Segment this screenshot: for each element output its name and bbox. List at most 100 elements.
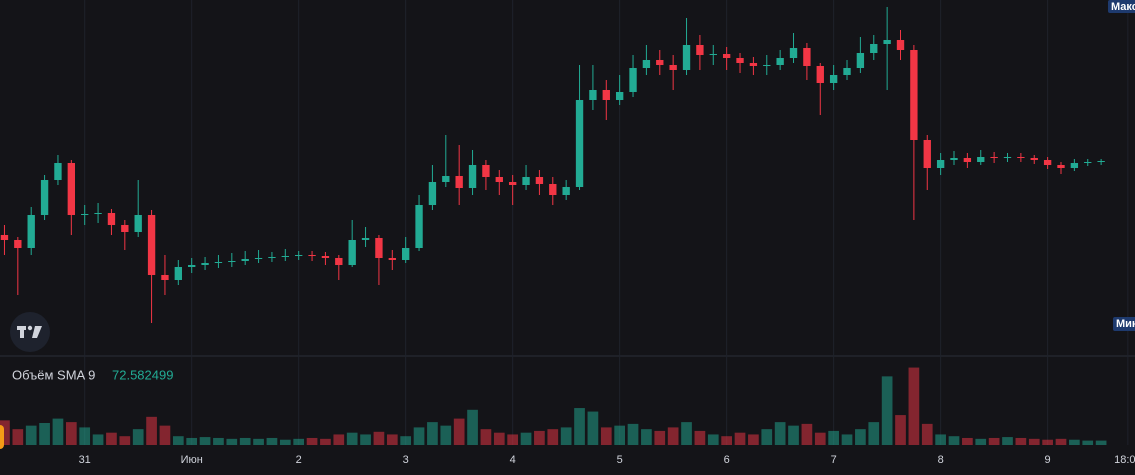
- candle-body: [535, 177, 544, 184]
- candle-body: [789, 48, 798, 58]
- volume-bar: [427, 422, 438, 445]
- candle-body: [81, 214, 89, 215]
- candle-body: [1084, 162, 1092, 163]
- candle-body: [335, 258, 343, 265]
- candle-body: [522, 177, 530, 185]
- volume-bar: [801, 423, 813, 445]
- volume-bar: [92, 434, 104, 445]
- volume-bar: [279, 439, 291, 445]
- candle-body: [214, 262, 223, 263]
- volume-bar: [948, 436, 960, 445]
- x-tick-label: 4: [510, 454, 516, 466]
- candle-body: [361, 238, 370, 240]
- candle-body: [107, 213, 116, 225]
- volume-bar: [975, 438, 987, 445]
- volume-bar: [921, 423, 933, 445]
- marks: [0, 7, 1107, 445]
- volume-bar: [25, 425, 37, 445]
- candle-body: [188, 265, 196, 267]
- candle-body: [602, 90, 610, 100]
- volume-indicator-value: 72.582499: [112, 367, 173, 382]
- volume-bar: [908, 367, 920, 445]
- candle-body: [642, 60, 651, 68]
- volume-bar: [132, 429, 144, 445]
- candle-body: [870, 44, 878, 53]
- orange-handle: [0, 425, 4, 449]
- volume-bar: [400, 436, 412, 445]
- candle-body: [348, 240, 356, 265]
- volume-bar: [106, 432, 117, 445]
- max-badge: [1108, 0, 1135, 13]
- candle-body: [228, 261, 236, 262]
- volume-bar: [1055, 438, 1067, 445]
- volume-bar: [841, 434, 853, 445]
- volume-bar: [172, 436, 184, 445]
- candle-body: [401, 248, 410, 260]
- candle-body: [375, 238, 383, 258]
- candle-body: [776, 58, 784, 65]
- volume-bar: [186, 437, 198, 445]
- candle-body: [0, 235, 9, 240]
- candle-body: [54, 163, 62, 180]
- volume-bar: [694, 430, 706, 445]
- volume-bar: [761, 429, 773, 445]
- volume-bar: [534, 430, 545, 445]
- candle-body: [134, 215, 142, 232]
- volume-bar: [1015, 437, 1027, 445]
- volume-bar: [306, 437, 318, 445]
- volume-bar: [788, 425, 799, 445]
- candle-body: [963, 158, 972, 162]
- x-tick-label: Июн: [181, 454, 203, 466]
- x-tick-label: 18:00: [1114, 454, 1135, 466]
- candle-body: [656, 60, 664, 65]
- min-badge: [1113, 317, 1135, 331]
- volume-bar: [828, 430, 839, 445]
- candle-body: [1070, 163, 1079, 168]
- volume-bar: [480, 429, 492, 445]
- candle-body: [549, 184, 557, 195]
- time-axis: 31 Июн 2 3 4 5 6 7 8 9 18:00: [79, 454, 1135, 466]
- candle-body: [629, 68, 637, 92]
- volume-bar: [1028, 438, 1040, 445]
- volume-bar: [667, 427, 679, 445]
- volume-bar: [386, 434, 398, 445]
- candle-body: [615, 92, 624, 100]
- candle-body: [883, 40, 891, 44]
- candle-body: [428, 182, 437, 205]
- x-tick-label: 31: [79, 454, 91, 466]
- volume-bar: [346, 432, 358, 445]
- volume-bar: [1069, 439, 1080, 445]
- candle-body: [923, 140, 931, 168]
- volume-bar: [600, 427, 612, 445]
- candle-body: [468, 165, 477, 188]
- volume-bar: [1002, 437, 1013, 445]
- candle-body: [241, 259, 249, 261]
- candle-body: [1017, 157, 1025, 158]
- volume-bar: [654, 430, 666, 445]
- volume-bar: [1082, 440, 1094, 445]
- candle-body: [308, 255, 316, 256]
- volume-bar: [962, 437, 973, 445]
- candle-body: [295, 255, 303, 256]
- volume-bar: [868, 422, 880, 445]
- candle-body: [562, 187, 570, 195]
- volume-bar: [360, 434, 371, 445]
- candle-body: [415, 205, 423, 248]
- candle-body: [201, 263, 209, 265]
- volume-bar: [440, 425, 452, 445]
- candle-body: [94, 213, 102, 214]
- volume-bar: [1042, 439, 1053, 445]
- x-tick-label: 7: [831, 454, 837, 466]
- volume-bar: [1095, 440, 1107, 445]
- candle-body: [856, 53, 865, 68]
- volume-bar: [320, 438, 331, 445]
- candle-body: [669, 65, 677, 70]
- volume-bar: [574, 408, 585, 445]
- volume-bar: [213, 437, 224, 445]
- x-tick-label: 5: [617, 454, 623, 466]
- candle-body: [736, 58, 744, 63]
- candle-body: [147, 215, 156, 275]
- candle-body: [40, 180, 49, 215]
